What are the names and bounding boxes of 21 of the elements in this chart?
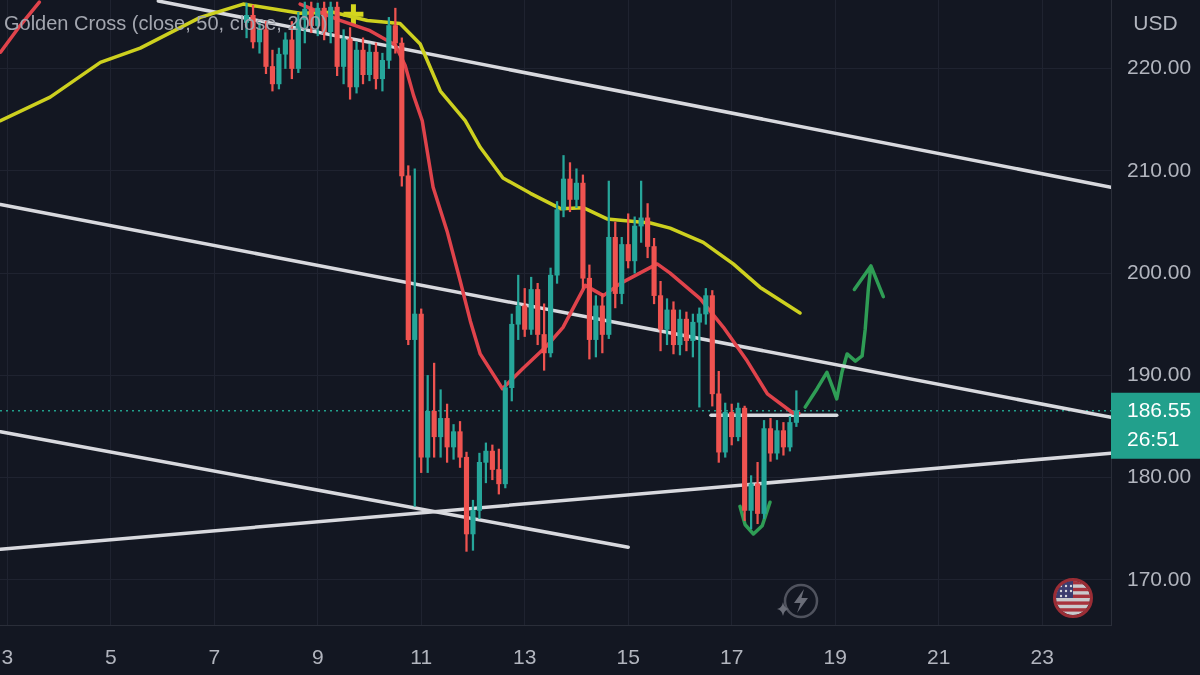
x-tick-label: 9	[311, 645, 324, 669]
y-tick-label: 180.00	[1127, 464, 1192, 488]
x-tick-label: 5	[104, 645, 117, 669]
x-tick-label: 21	[927, 645, 951, 669]
x-tick-label: 23	[1030, 645, 1054, 669]
y-tick-label: 220.00	[1127, 55, 1192, 79]
x-tick-label: 13	[513, 645, 537, 669]
ref-line-label: 186.55	[1127, 398, 1192, 421]
x-tick-label: 15	[616, 645, 640, 669]
y-tick-label: 170.00	[1127, 566, 1192, 590]
x-tick-label: 19	[823, 645, 847, 669]
y-tick-label: 200.00	[1127, 259, 1192, 283]
x-tick-label: 11	[410, 645, 433, 669]
y-tick-label: 190.00	[1127, 362, 1192, 386]
candlestick	[438, 389, 444, 458]
y-tick-label: 210.00	[1127, 157, 1192, 181]
x-tick-label: 17	[720, 645, 744, 669]
y-axis-title: USD	[1133, 10, 1178, 34]
x-tick-label: 7	[208, 645, 221, 669]
text: 26:51	[1127, 427, 1180, 450]
x-tick-label: 3	[1, 645, 14, 669]
